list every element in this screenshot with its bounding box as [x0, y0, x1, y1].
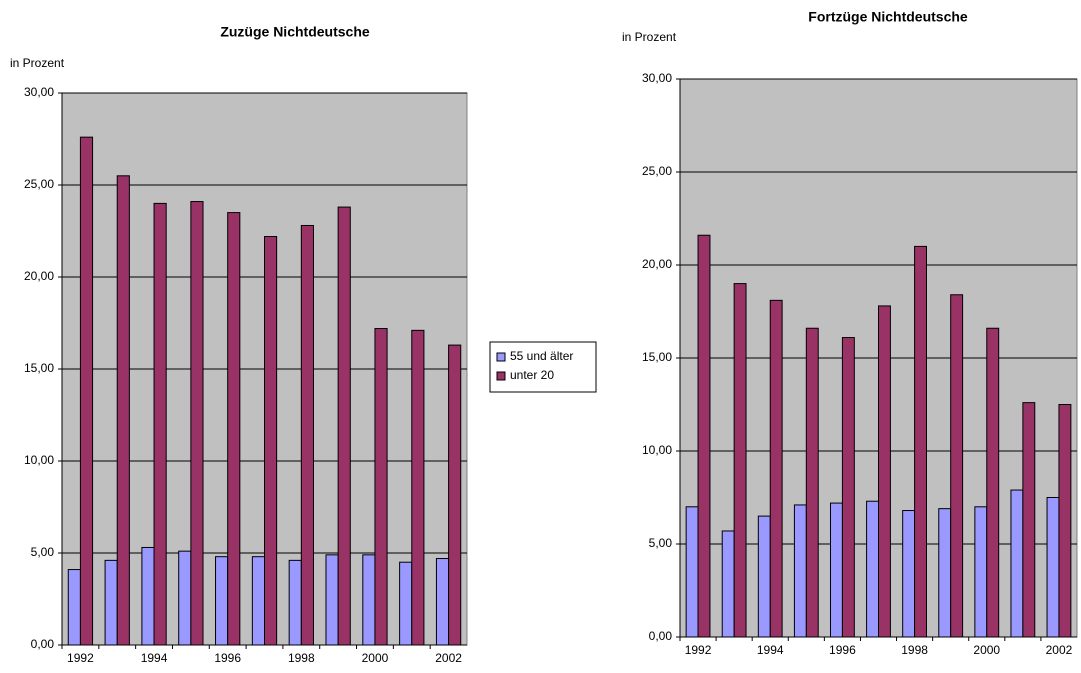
- bar: [829, 502, 843, 638]
- y-tick-label: 10,00: [24, 453, 54, 467]
- bar: [793, 504, 807, 638]
- bar: [1022, 402, 1036, 638]
- y-tick-label: 30,00: [642, 71, 672, 85]
- y-tick-label: 15,00: [24, 361, 54, 375]
- x-tick-label: 1998: [901, 643, 928, 657]
- bar: [264, 236, 278, 646]
- x-tick-label: 2002: [435, 651, 462, 665]
- bar: [288, 559, 302, 646]
- y-tick-label: 5,00: [31, 545, 55, 559]
- legend-swatch: [496, 352, 506, 362]
- bar: [325, 554, 339, 646]
- bar: [685, 506, 699, 638]
- x-tick-label: 1994: [757, 643, 784, 657]
- chart-title: Zuzüge Nichtdeutsche: [220, 24, 370, 40]
- x-tick-label: 1996: [214, 651, 241, 665]
- bar: [215, 556, 229, 646]
- y-tick-label: 5,00: [649, 536, 673, 550]
- bar: [878, 305, 891, 638]
- bar: [448, 344, 462, 646]
- bar: [902, 510, 916, 638]
- bar: [757, 515, 771, 638]
- bar: [769, 299, 783, 638]
- y-tick-label: 30,00: [24, 85, 54, 99]
- x-tick-label: 2000: [973, 643, 1000, 657]
- bar: [1010, 489, 1024, 638]
- bar: [866, 500, 880, 638]
- y-tick-label: 15,00: [642, 350, 672, 364]
- bar: [178, 550, 192, 646]
- y-tick-label: 0,00: [31, 637, 55, 651]
- legend-swatch: [496, 371, 506, 381]
- chart-title: Fortzüge Nichtdeutsche: [808, 9, 968, 25]
- bar: [938, 508, 952, 638]
- bar: [805, 327, 819, 638]
- bar: [227, 212, 241, 646]
- legend: [489, 341, 597, 393]
- bar: [974, 506, 988, 638]
- x-tick-label: 1994: [141, 651, 168, 665]
- bar: [79, 136, 94, 646]
- bar: [1058, 404, 1072, 638]
- legend-label: unter 20: [510, 368, 554, 382]
- legend-label: 55 und älter: [510, 349, 573, 363]
- bar: [435, 558, 450, 646]
- y-tick-label: 0,00: [649, 629, 673, 643]
- x-tick-label: 1992: [685, 643, 712, 657]
- bar: [914, 245, 928, 638]
- x-tick-label: 1998: [288, 651, 315, 665]
- bar: [411, 329, 425, 646]
- bar: [950, 294, 964, 638]
- bar: [697, 234, 711, 638]
- bar: [300, 224, 314, 646]
- bar: [1046, 497, 1060, 638]
- x-tick-label: 1996: [829, 643, 856, 657]
- bar: [153, 202, 167, 646]
- y-tick-label: 20,00: [24, 269, 54, 283]
- bar: [141, 546, 155, 646]
- bar: [721, 530, 735, 638]
- x-tick-label: 2000: [362, 651, 389, 665]
- bar: [337, 206, 351, 646]
- bar: [362, 554, 376, 646]
- bar: [399, 561, 413, 646]
- bar: [841, 337, 855, 638]
- y-axis-label: in Prozent: [622, 30, 677, 44]
- y-axis-label: in Prozent: [10, 56, 65, 70]
- y-tick-label: 25,00: [642, 164, 672, 178]
- x-tick-label: 1992: [67, 651, 94, 665]
- x-tick-label: 2002: [1046, 643, 1073, 657]
- bar: [104, 559, 118, 646]
- bar: [374, 328, 388, 646]
- y-tick-label: 20,00: [642, 257, 672, 271]
- bar: [733, 283, 747, 638]
- bar: [116, 175, 130, 646]
- bar: [986, 327, 1000, 638]
- bar: [67, 569, 81, 646]
- y-tick-label: 25,00: [24, 177, 54, 191]
- bar: [190, 201, 204, 646]
- bar: [251, 556, 266, 646]
- y-tick-label: 10,00: [642, 443, 672, 457]
